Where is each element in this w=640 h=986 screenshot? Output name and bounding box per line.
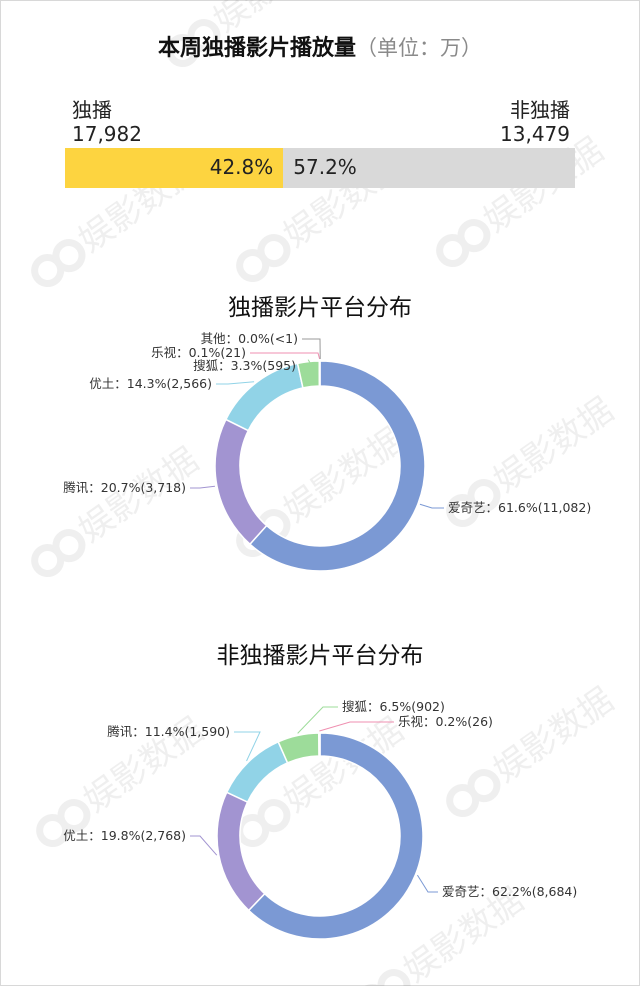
- title-text: 本周独播影片播放量: [157, 36, 356, 61]
- slice-arc: [247, 732, 424, 940]
- share-bar: 42.8% 57.2%: [65, 148, 575, 188]
- slice-leader-line: [417, 874, 438, 893]
- slice-0: 爱奇艺：62.2%(8,684): [247, 732, 577, 940]
- slice-leader-line: [234, 731, 261, 762]
- title-unit: （单位：万）: [356, 36, 482, 60]
- non-exclusive-value: 13,479: [500, 122, 570, 146]
- slice-arc: [318, 732, 321, 757]
- slice-label: 搜狐：3.3%(595): [193, 358, 296, 373]
- slice-label: 搜狐：6.5%(902): [342, 699, 445, 714]
- non-exclusive-legend: 非独播 13,479: [500, 98, 570, 146]
- non-exclusive-donut-chart: 爱奇艺：62.2%(8,684) 优土：19.8%(2,768) 腾讯：11.4%(…: [63, 699, 577, 940]
- slice-arc: [225, 740, 289, 804]
- non-exclusive-name: 非独播: [510, 98, 570, 122]
- slice-leader-line: [419, 503, 444, 509]
- slice-leader-line: [250, 352, 321, 360]
- slice-label: 优土：14.3%(2,566): [89, 376, 212, 391]
- exclusive-donut-chart: 爱奇艺：61.6%(11,082) 腾讯：20.7%(3,718) 优土：14.3%…: [63, 331, 591, 572]
- slice-leader-line: [297, 706, 338, 734]
- slice-label: 爱奇艺：62.2%(8,684): [442, 884, 577, 899]
- slice-label: 腾讯：20.7%(3,718): [63, 480, 186, 495]
- slice-label: 优土：19.8%(2,768): [63, 828, 186, 843]
- slice-leader-line: [190, 835, 218, 856]
- non-exclusive-chart-title: 非独播影片平台分布: [216, 643, 424, 669]
- slice-leader-line: [216, 381, 255, 385]
- slice-1: 腾讯：20.7%(3,718): [63, 418, 268, 546]
- slice-label: 爱奇艺：61.6%(11,082): [448, 500, 591, 515]
- non-exclusive-percent: 57.2%: [293, 155, 357, 179]
- exclusive-value: 17,982: [72, 122, 142, 146]
- exclusive-percent: 42.8%: [209, 155, 274, 179]
- slice-arc: [318, 360, 321, 387]
- exclusive-name: 独播: [72, 98, 112, 122]
- slice-5: 其他：0.0%(<1): [201, 331, 321, 360]
- slice-label: 其他：0.0%(<1): [201, 331, 298, 346]
- slice-label: 乐视：0.2%(26): [398, 714, 493, 729]
- slice-leader-line: [302, 338, 321, 360]
- slice-4: 乐视：0.1%(21): [151, 345, 321, 387]
- slice-2: 优土：14.3%(2,566): [89, 362, 304, 432]
- page-title: 本周独播影片播放量（单位：万）: [0, 30, 640, 62]
- slice-arc: [216, 791, 266, 912]
- slice-label: 乐视：0.1%(21): [151, 345, 246, 360]
- slice-2: 腾讯：11.4%(1,590): [107, 724, 289, 804]
- slice-leader-line: [190, 485, 215, 489]
- slice-arc: [248, 360, 426, 572]
- exclusive-chart-title: 独播影片平台分布: [228, 295, 412, 321]
- slice-3: 搜狐：3.3%(595): [193, 358, 321, 389]
- slice-leader-line: [319, 721, 394, 732]
- exclusive-share-segment: 42.8%: [65, 148, 284, 188]
- exclusive-legend: 独播 17,982: [72, 98, 142, 146]
- slice-arc: [224, 362, 304, 432]
- slice-4: 乐视：0.2%(26): [318, 714, 493, 757]
- non-exclusive-share-segment: 57.2%: [283, 148, 575, 188]
- slice-label: 腾讯：11.4%(1,590): [107, 724, 230, 739]
- slice-0: 爱奇艺：61.6%(11,082): [248, 360, 591, 572]
- slice-arc: [214, 418, 268, 546]
- slice-1: 优土：19.8%(2,768): [63, 791, 266, 912]
- slice-leader-line: [300, 359, 313, 367]
